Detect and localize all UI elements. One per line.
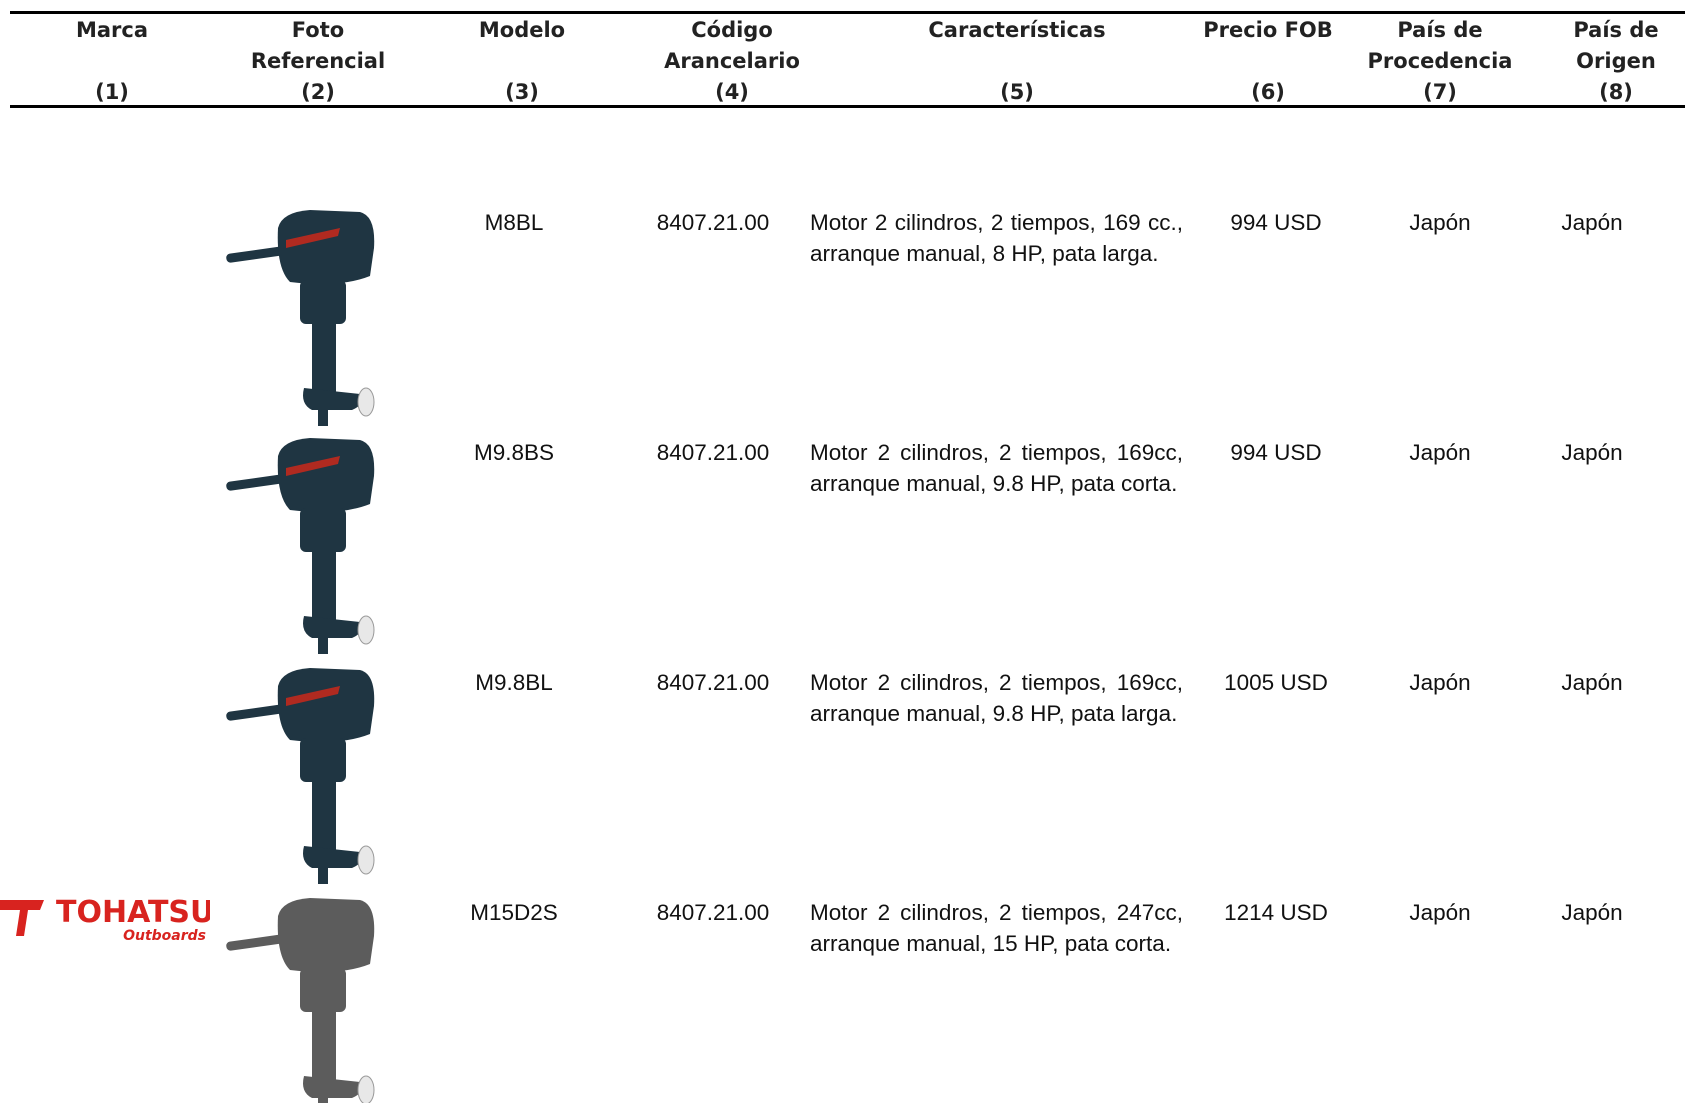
- skeg: [318, 1096, 328, 1103]
- header-number: (4): [715, 80, 749, 104]
- midsection: [300, 738, 346, 782]
- stripe: [286, 228, 340, 248]
- product-photo: [226, 898, 375, 1103]
- product-photo: [226, 668, 375, 884]
- lower-unit: [303, 846, 362, 868]
- fob-price: 994 USD: [1230, 210, 1322, 235]
- header-number: (1): [95, 80, 129, 104]
- provenance-country: Japón: [1409, 670, 1471, 695]
- lower-unit: [303, 388, 362, 410]
- propeller: [357, 845, 375, 875]
- shaft: [312, 322, 336, 394]
- skeg: [318, 408, 328, 426]
- header-line: Origen: [1576, 49, 1656, 73]
- origin-country: Japón: [1561, 440, 1623, 465]
- skeg: [318, 866, 328, 884]
- origin-country: Japón: [1561, 210, 1623, 235]
- fob-price: 1214 USD: [1224, 900, 1328, 925]
- tiller: [226, 246, 286, 263]
- provenance-country: Japón: [1409, 440, 1471, 465]
- header-line: Características: [928, 18, 1106, 42]
- propeller: [357, 615, 375, 645]
- skeg: [318, 636, 328, 654]
- origin-country: Japón: [1561, 670, 1623, 695]
- product-photo: [226, 210, 375, 426]
- header-line: Código: [691, 18, 773, 42]
- header-line: Marca: [75, 18, 149, 42]
- header-number: (5): [1000, 80, 1034, 104]
- midsection: [300, 968, 346, 1012]
- fob-price: 994 USD: [1230, 440, 1322, 465]
- model: M9.8BL: [475, 670, 553, 695]
- header-line: Foto: [291, 18, 345, 42]
- tiller: [226, 474, 286, 491]
- lower-unit: [303, 616, 362, 638]
- header-line: Precio FOB: [1203, 18, 1333, 42]
- logo-name: TOHATSU: [56, 895, 210, 930]
- header-line: Arancelario: [664, 49, 800, 73]
- features: Motor 2 cilindros, 2 tiempos, 169cc, arr…: [810, 670, 1183, 726]
- provenance-country: Japón: [1409, 210, 1471, 235]
- shaft: [312, 780, 336, 852]
- header-bottom-rule: [10, 105, 1685, 108]
- cowling: [277, 438, 375, 512]
- header-number: (7): [1423, 80, 1457, 104]
- header-line: Modelo: [478, 18, 566, 42]
- propeller: [357, 387, 375, 417]
- logo-mark: [0, 900, 44, 936]
- features: Motor 2 cilindros, 2 tiempos, 169cc, arr…: [810, 440, 1183, 496]
- header-line: Procedencia: [1367, 49, 1513, 73]
- header-line: País de: [1397, 18, 1483, 42]
- header-top-rule: [10, 11, 1685, 14]
- lower-unit: [303, 1076, 362, 1098]
- tiller: [226, 934, 286, 951]
- header-line: Referencial: [250, 49, 386, 73]
- model: M8BL: [484, 210, 544, 235]
- header-number: (8): [1599, 80, 1633, 104]
- stripe: [286, 456, 340, 476]
- header-line: País de: [1573, 18, 1659, 42]
- midsection: [300, 508, 346, 552]
- tariff-code: 8407.21.00: [656, 440, 770, 465]
- model: M9.8BS: [473, 440, 555, 465]
- tariff-code: 8407.21.00: [656, 900, 770, 925]
- fob-price: 1005 USD: [1224, 670, 1328, 695]
- cowling: [277, 898, 375, 972]
- propeller: [357, 1075, 375, 1103]
- product-photo: [226, 438, 375, 654]
- model: M15D2S: [470, 900, 558, 925]
- logo-tagline: Outboards: [123, 928, 206, 944]
- tariff-code: 8407.21.00: [656, 670, 770, 695]
- origin-country: Japón: [1561, 900, 1623, 925]
- features: Motor 2 cilindros, 2 tiempos, 169 cc., a…: [810, 210, 1183, 266]
- cowling: [277, 210, 375, 284]
- stripe: [286, 686, 340, 706]
- midsection: [300, 280, 346, 324]
- shaft: [312, 550, 336, 622]
- header-number: (3): [505, 80, 539, 104]
- features: Motor 2 cilindros, 2 tiempos, 247cc, arr…: [810, 900, 1183, 956]
- header-number: (2): [301, 80, 335, 104]
- header-number: (6): [1251, 80, 1285, 104]
- tariff-code: 8407.21.00: [656, 210, 770, 235]
- cowling: [277, 668, 375, 742]
- provenance-country: Japón: [1409, 900, 1471, 925]
- tiller: [226, 704, 286, 721]
- shaft: [312, 1010, 336, 1082]
